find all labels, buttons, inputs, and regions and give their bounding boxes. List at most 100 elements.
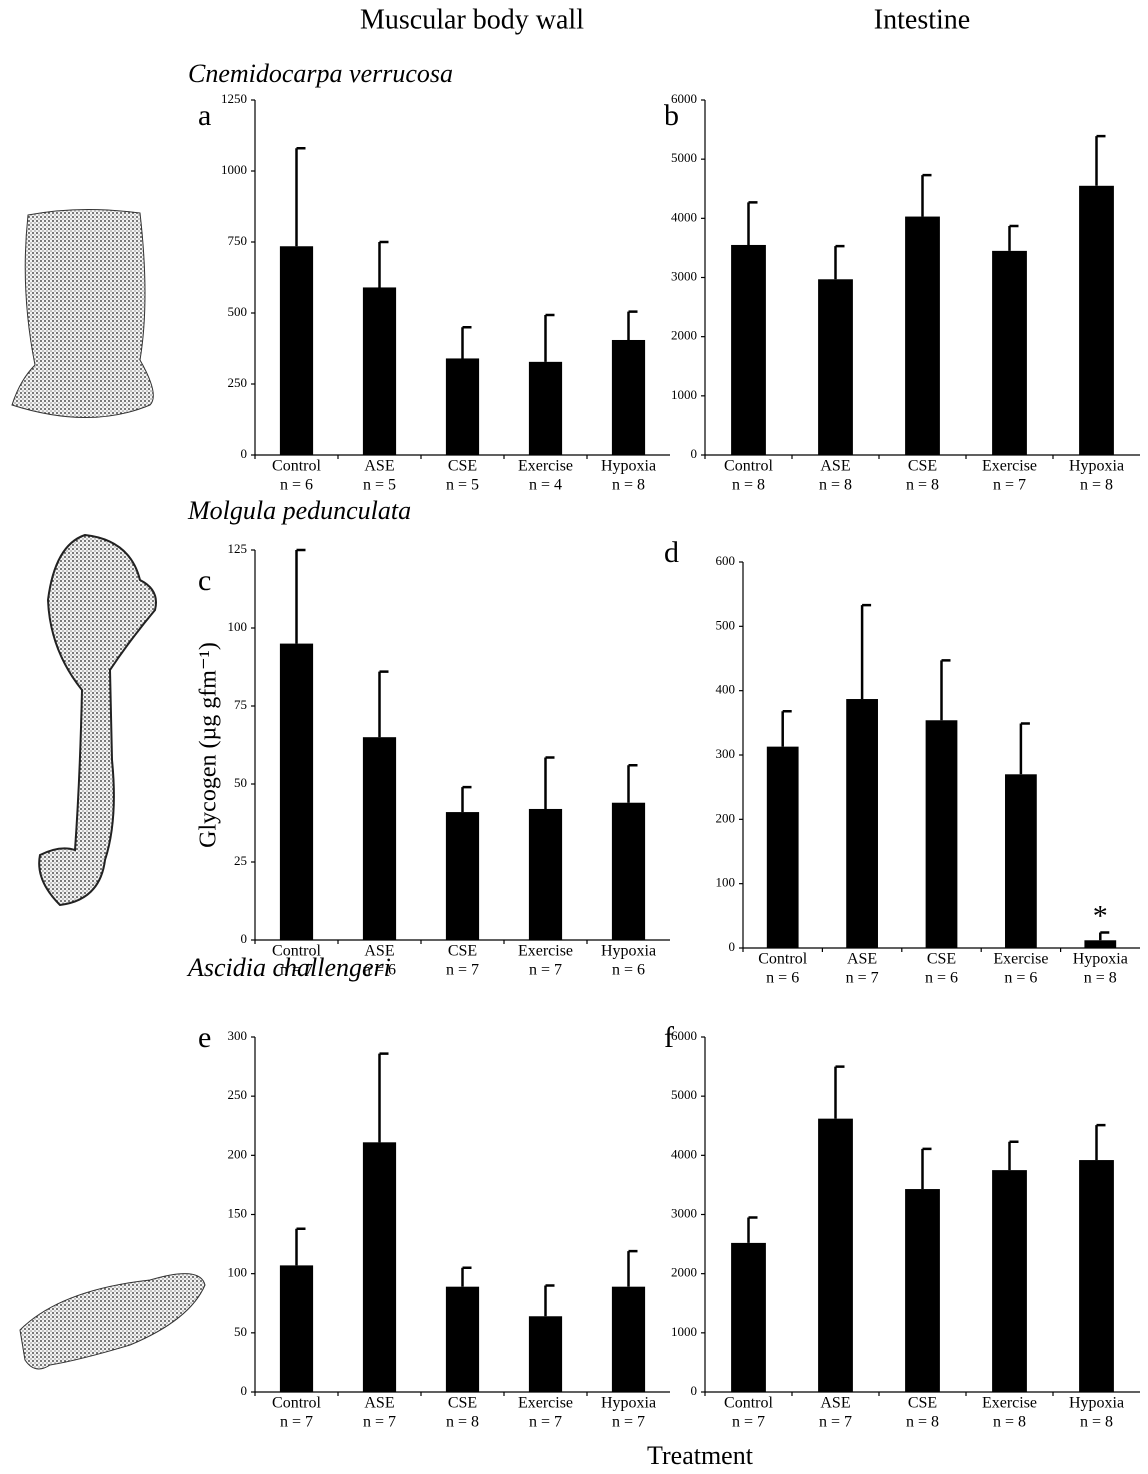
sample-size: n = 7 <box>993 477 1026 494</box>
bar <box>992 251 1027 455</box>
error-bar <box>862 605 871 699</box>
x-tick-label: CSE <box>448 943 477 960</box>
error-bar <box>546 315 555 362</box>
y-tick-label: 5000 <box>671 150 697 165</box>
y-tick-label: 2000 <box>671 328 697 343</box>
bar <box>992 1170 1027 1392</box>
y-tick-label: 400 <box>716 682 736 697</box>
error-bar <box>297 1229 306 1266</box>
panel-label: d <box>664 536 679 569</box>
error-bar <box>923 175 932 216</box>
sample-size: n = 8 <box>906 1414 939 1431</box>
x-tick-label: ASE <box>847 951 877 968</box>
y-tick-label: 2000 <box>671 1265 697 1280</box>
error-bar <box>923 1149 932 1189</box>
error-bar <box>783 711 792 746</box>
error-bar <box>1021 723 1030 774</box>
y-tick-label: 200 <box>228 1146 248 1161</box>
error-bar <box>629 765 638 802</box>
y-tick-label: 300 <box>228 1028 248 1043</box>
y-tick-label: 3000 <box>671 268 697 283</box>
error-bar <box>463 1268 472 1287</box>
x-tick-label: ASE <box>820 1395 850 1412</box>
sample-size: n = 7 <box>446 962 479 979</box>
y-tick-label: 150 <box>228 1205 248 1220</box>
error-bar <box>1010 1142 1019 1170</box>
panel-label: c <box>198 564 211 597</box>
x-tick-label: ASE <box>364 458 394 475</box>
error-bar <box>1010 226 1019 251</box>
x-tick-label: CSE <box>448 1395 477 1412</box>
bar <box>280 644 313 940</box>
y-tick-label: 25 <box>234 853 247 868</box>
y-tick-label: 3000 <box>671 1205 697 1220</box>
y-tick-label: 75 <box>234 697 247 712</box>
error-bar <box>546 1286 555 1317</box>
sample-size: n = 7 <box>280 962 313 979</box>
sample-size: n = 7 <box>846 970 879 987</box>
error-bar <box>380 672 389 738</box>
bar <box>363 737 396 940</box>
animal-drawing <box>20 1274 205 1369</box>
x-tick-label: Exercise <box>982 1395 1037 1412</box>
sample-size: n = 8 <box>1080 1414 1113 1431</box>
y-tick-label: 0 <box>691 446 698 461</box>
x-tick-label: Exercise <box>993 951 1048 968</box>
bar <box>446 1287 479 1392</box>
y-tick-label: 250 <box>228 375 248 390</box>
animal-drawing <box>39 535 156 905</box>
bar <box>529 809 562 940</box>
x-tick-label: Control <box>758 951 807 968</box>
error-bar <box>380 1054 389 1143</box>
bar <box>363 1142 396 1392</box>
sample-size: n = 4 <box>529 477 562 494</box>
sample-size: n = 7 <box>529 1414 562 1431</box>
error-bar <box>297 148 306 246</box>
sample-size: n = 7 <box>529 962 562 979</box>
bar <box>905 217 940 455</box>
x-tick-label: Exercise <box>982 458 1037 475</box>
sample-size: n = 8 <box>1080 477 1113 494</box>
bar <box>1084 940 1116 948</box>
y-tick-label: 50 <box>234 775 247 790</box>
sample-size: n = 6 <box>925 970 958 987</box>
species-name: Cnemidocarpa verrucosa <box>188 59 453 88</box>
sample-size: n = 6 <box>612 962 645 979</box>
sample-size: n = 5 <box>363 477 396 494</box>
error-bar <box>297 550 306 644</box>
bar <box>280 246 313 455</box>
x-tick-label: Hypoxia <box>1073 951 1128 968</box>
x-tick-label: CSE <box>908 1395 937 1412</box>
error-bar <box>749 202 758 245</box>
sample-size: n = 6 <box>1004 970 1037 987</box>
bar <box>612 340 645 455</box>
x-tick-label: ASE <box>820 458 850 475</box>
column-title: Intestine <box>874 4 970 35</box>
error-bar <box>749 1217 758 1242</box>
y-tick-label: 1000 <box>671 387 697 402</box>
y-tick-label: 100 <box>228 619 248 634</box>
animal-drawing <box>12 209 153 417</box>
y-tick-label: 0 <box>241 1383 248 1398</box>
error-bar <box>629 312 638 340</box>
bar <box>446 812 479 940</box>
bar <box>612 1287 645 1392</box>
bar <box>446 358 479 455</box>
bar <box>612 803 645 940</box>
x-tick-label: Control <box>272 458 321 475</box>
x-tick-label: Hypoxia <box>601 1395 656 1412</box>
y-tick-label: 6000 <box>671 91 697 106</box>
bar <box>1079 1160 1114 1392</box>
bar <box>731 1243 766 1392</box>
y-tick-label: 750 <box>228 233 248 248</box>
bar <box>280 1265 313 1392</box>
x-tick-label: Control <box>724 1395 773 1412</box>
sample-size: n = 7 <box>363 1414 396 1431</box>
error-bar <box>942 660 951 720</box>
y-tick-label: 0 <box>691 1383 698 1398</box>
sample-size: n = 8 <box>446 1414 479 1431</box>
sample-size: n = 8 <box>993 1414 1026 1431</box>
species-name: Molgula pedunculata <box>187 496 411 525</box>
x-tick-label: CSE <box>908 458 937 475</box>
x-tick-label: Hypoxia <box>1069 1395 1124 1412</box>
